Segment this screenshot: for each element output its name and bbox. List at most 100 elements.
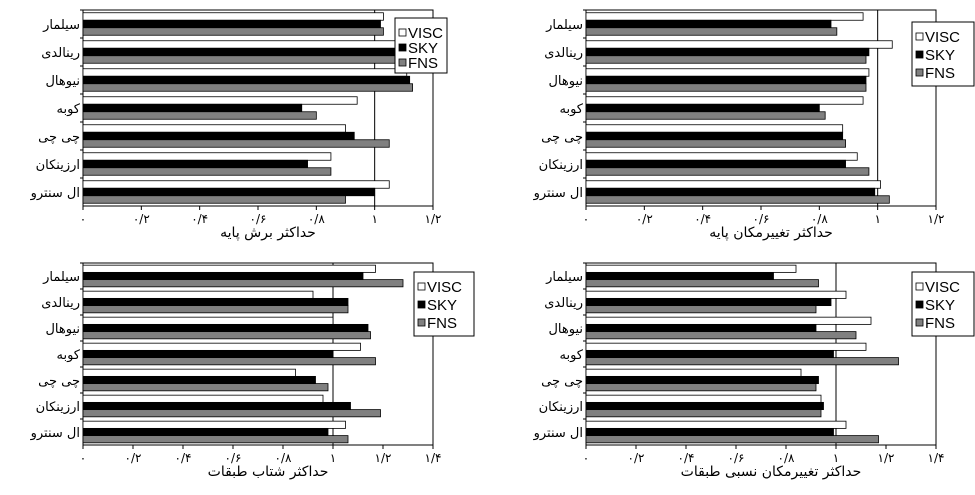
bar-visc-4 [585,96,864,105]
category-label: کوبه [560,102,584,117]
bar-sky-2 [82,297,349,307]
x-tick-label: ۰ [80,212,86,226]
legend-label-sky: SKY [408,40,438,57]
bar-visc-6 [585,394,822,403]
bar-fns-4 [585,111,826,120]
category-label: ارزینکان [539,158,583,173]
bar-visc-1 [82,264,376,273]
x-tick-label: ۰/۸ [811,212,828,226]
bar-visc-2 [585,40,893,49]
bar-visc-7 [82,420,346,429]
bar-visc-5 [82,124,346,133]
bar-fns-3 [585,331,857,340]
chart-panel-4: سیلمار رینالدی نیوهال کوبه چی چی ارزینکان ال س… [533,262,975,480]
category-label: چی چی [541,130,583,145]
category-label: رینالدی [544,46,583,61]
bar-sky-7 [82,187,376,197]
legend-swatch-sky [398,43,407,52]
bar-sky-3 [585,323,817,333]
x-tick-label: ۱ [330,451,336,465]
bar-sky-2 [585,47,870,57]
legend-swatch-sky [417,300,426,309]
bar-visc-7 [585,180,881,189]
x-axis-label: حداکثر تغییرمکان پایه [709,225,833,241]
bar-visc-2 [82,40,396,49]
x-tick-label: ۰/۸ [275,451,292,465]
bar-sky-5 [82,131,355,141]
bar-visc-4 [82,342,361,351]
bar-fns-6 [82,409,381,418]
bar-sky-4 [585,349,834,359]
category-label: سیلمار [42,18,80,33]
x-tick-label: ۱/۲ [425,212,442,226]
legend-label-sky: SKY [925,47,955,64]
bar-visc-7 [82,180,390,189]
bar-sky-3 [82,323,369,333]
bar-visc-2 [585,290,847,299]
category-label: رینالدی [41,296,80,311]
bar-fns-7 [82,195,346,204]
x-tick-label: ۱/۲ [375,451,392,465]
x-tick-label: ۰/۶ [250,212,267,226]
bar-visc-3 [82,316,334,325]
bar-sky-6 [585,159,846,169]
bar-fns-7 [585,435,879,444]
bar-sky-5 [82,375,316,385]
legend-swatch-visc [417,282,426,291]
category-label: چی چی [38,374,80,389]
category-label: ارزینکان [36,158,80,173]
x-tick-label: ۱/۴ [425,451,442,465]
category-label: رینالدی [544,296,583,311]
bar-fns-2 [82,55,411,64]
category-label: ارزینکان [539,400,583,415]
category-label: سیلمار [42,270,80,285]
x-tick-label: ۰ [583,212,589,226]
bar-sky-1 [82,271,364,281]
legend-swatch-visc [915,282,924,291]
x-tick-label: ۱ [874,212,880,226]
bar-sky-2 [585,297,832,307]
x-tick-label: ۱ [371,212,377,226]
bar-visc-1 [585,12,864,21]
bar-sky-5 [585,375,819,385]
x-axis-label: حداکثر شتاب طبقات [208,464,329,480]
bar-visc-6 [585,152,858,161]
x-tick-label: ۰/۲ [125,451,142,465]
bar-visc-3 [585,316,872,325]
category-label: کوبه [560,348,584,363]
x-tick-label: ۰/۸ [308,212,325,226]
legend-swatch-sky [915,50,924,59]
bar-sky-2 [82,47,419,57]
bar-visc-1 [82,12,384,21]
x-tick-label: ۱ [833,451,839,465]
bar-sky-3 [82,75,411,85]
bar-fns-6 [82,167,332,176]
category-label: نیوهال [45,322,80,337]
x-tick-label: ۱/۴ [928,451,945,465]
x-tick-label: ۱/۲ [928,212,945,226]
bar-sky-6 [82,159,308,169]
legend-label-sky: SKY [427,297,457,314]
bar-sky-4 [82,349,334,359]
bar-fns-1 [82,27,384,36]
chart-panel-3: سیلمار رینالدی نیوهال کوبه چی چی ارزینکان ال س… [30,262,475,480]
bar-fns-6 [585,167,870,176]
bar-visc-5 [82,368,296,377]
legend-swatch-fns [915,318,924,327]
bar-fns-5 [82,139,390,148]
category-label: کوبه [57,348,81,363]
x-tick-label: ۰/۲ [133,212,150,226]
x-tick-label: ۰/۴ [175,451,192,465]
bar-visc-5 [585,368,802,377]
bar-visc-3 [82,68,408,77]
category-label: ال سنترو [30,426,80,441]
legend-label-fns: FNS [925,315,955,332]
category-label: ال سنترو [533,426,583,441]
legend-swatch-visc [398,28,407,37]
bar-visc-4 [82,96,358,105]
x-tick-label: ۰/۶ [225,451,242,465]
